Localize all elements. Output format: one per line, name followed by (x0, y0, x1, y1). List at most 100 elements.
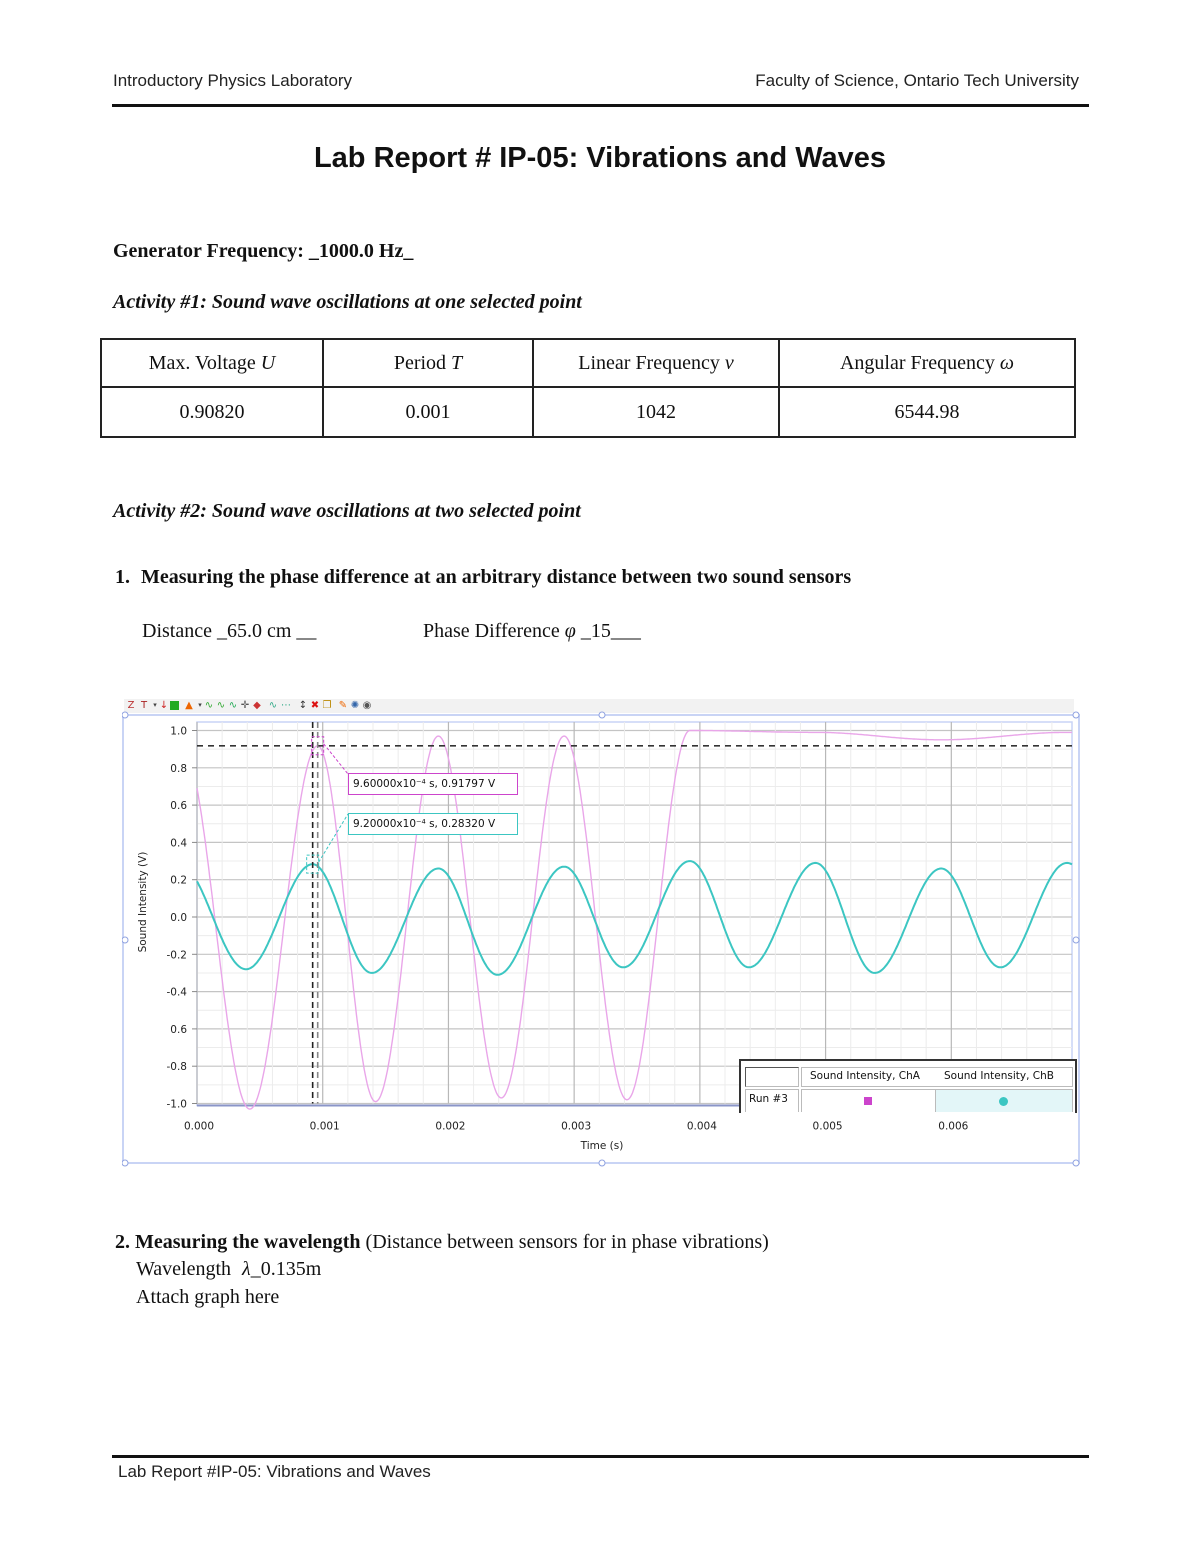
legend-run-label: Run #3 (749, 1093, 788, 1105)
area-icon[interactable]: ∿ (228, 700, 238, 711)
delete-icon[interactable]: ✖ (310, 700, 320, 711)
header-max-voltage: Max. Voltage U (100, 338, 324, 388)
svg-text:0.0: 0.0 (170, 912, 187, 924)
svg-text:0.003: 0.003 (561, 1121, 591, 1133)
phase-line: Phase Difference φ _15___ (423, 620, 641, 643)
crosshair-icon[interactable]: ✛ (240, 700, 250, 711)
square-marker-icon (864, 1097, 872, 1105)
header-text: Period (393, 351, 452, 374)
svg-text:0.005: 0.005 (813, 1121, 843, 1133)
line-fit-icon[interactable]: ⋯ (281, 700, 291, 711)
annotation-chb[interactable]: 9.20000x10⁻⁴ s, 0.28320 V (348, 813, 518, 835)
footer-text: Lab Report #IP-05: Vibrations and Waves (118, 1462, 431, 1481)
distance-value: _65.0 cm __ (216, 620, 317, 642)
graph-toolbar: Z T ▾ ↓ ▲ ▾ ∿ ∿ ∿ ✛ ◆ ∿ ⋯ ↕ ✖ ❐ ✎ ✺ ◉ (124, 699, 1074, 713)
header-linear-frequency: Linear Frequency v (532, 338, 780, 388)
cell-linear-frequency: 1042 (532, 386, 780, 438)
attach-graph-text: Attach graph here (136, 1286, 280, 1308)
generator-frequency-label: Generator Frequency: (113, 240, 304, 262)
svg-text:1.0: 1.0 (170, 726, 187, 738)
legend-corner-cell (745, 1067, 799, 1087)
item1-title: Measuring the phase difference at an arb… (141, 566, 852, 588)
svg-text:-1.0: -1.0 (167, 1099, 188, 1111)
slope-icon[interactable]: ∿ (216, 700, 226, 711)
svg-text:0.2: 0.2 (170, 875, 187, 887)
copy-icon[interactable]: ❐ (322, 700, 332, 711)
select-data-icon[interactable]: ↓ (159, 700, 169, 711)
item2-number: 2. (115, 1231, 130, 1253)
svg-text:0.6: 0.6 (170, 1024, 187, 1036)
header-left: Introductory Physics Laboratory (113, 71, 353, 90)
item2-subtitle: (Distance between sensors for in phase v… (365, 1231, 769, 1253)
dropdown-arrow-icon[interactable]: ▾ (153, 701, 157, 709)
header-text: Angular Frequency (839, 351, 1000, 374)
smart-tool-icon[interactable]: ∿ (204, 700, 214, 711)
distance-line: Distance _65.0 cm __ (142, 620, 316, 643)
wavelength-symbol: λ (242, 1258, 251, 1280)
legend-header-row: Sound Intensity, ChA Sound Intensity, Ch… (801, 1067, 1073, 1087)
svg-text:0.000: 0.000 (184, 1121, 214, 1133)
activity1-table: Max. Voltage U Period T Linear Frequency… (100, 338, 1076, 438)
phase-value: _15___ (580, 620, 641, 642)
wavelength-line: Wavelength λ_0.135m (136, 1258, 321, 1281)
legend-cha-swatch-cell[interactable] (801, 1089, 936, 1112)
sound-intensity-graph: 1.0 0.8 0.6 0.4 0.2 0.0 -0.2 -0.4 0.6 -0.8 -1.0 0.0… (121, 700, 1084, 1170)
wavelength-value: _0.135m (250, 1258, 322, 1280)
y-axis-label: Sound Intensity (V) (137, 851, 149, 953)
generator-frequency: Generator Frequency: _1000.0 Hz_ (113, 240, 413, 263)
header-right: Faculty of Science, Ontario Tech Univers… (755, 71, 1079, 90)
statistics-icon[interactable]: ◆ (253, 700, 261, 711)
item2-heading: 2. Measuring the wavelength (Distance be… (115, 1231, 769, 1254)
legend-chb-label: Sound Intensity, ChB (944, 1070, 1054, 1082)
legend-chb-swatch-cell[interactable] (935, 1089, 1073, 1112)
header-text: Max. Voltage (148, 351, 261, 374)
delta-tool-icon[interactable]: ↕ (298, 700, 308, 711)
data-table-icon[interactable] (170, 701, 179, 710)
activity2-heading: Activity #2: Sound wave oscillations at … (113, 500, 581, 522)
phase-symbol: φ (564, 620, 576, 642)
svg-text:-0.8: -0.8 (167, 1061, 188, 1073)
legend: Sound Intensity, ChA Sound Intensity, Ch… (739, 1059, 1077, 1113)
header-angular-frequency: Angular Frequency ω (778, 338, 1076, 388)
cell-max-voltage: 0.90820 (100, 386, 324, 438)
svg-text:-0.2: -0.2 (167, 949, 188, 961)
curve-fit-icon[interactable]: ∿ (268, 700, 278, 711)
header-symbol: v (724, 351, 734, 374)
wavelength-label: Wavelength (136, 1258, 232, 1280)
x-axis-label: Time (s) (580, 1140, 624, 1152)
activity1-heading: Activity #1: Sound wave oscillations at … (113, 291, 582, 313)
scale-to-fit-icon[interactable]: Z (127, 700, 135, 711)
legend-cha-label: Sound Intensity, ChA (810, 1070, 920, 1082)
item1-number: 1. (115, 566, 130, 588)
cell-angular-frequency: 6544.98 (778, 386, 1076, 438)
header-text: Linear Frequency (578, 351, 725, 374)
svg-text:0.006: 0.006 (938, 1121, 968, 1133)
settings-icon[interactable]: ✺ (350, 700, 360, 711)
header-symbol: ω (999, 351, 1015, 374)
series-chb-line (196, 860, 1073, 976)
footer-divider (112, 1455, 1089, 1458)
phase-label: Phase Difference (423, 620, 560, 642)
page-title: Lab Report # IP-05: Vibrations and Waves (313, 142, 887, 174)
svg-text:0.4: 0.4 (170, 837, 187, 849)
circle-marker-icon (999, 1097, 1008, 1106)
pin-icon[interactable]: ✎ (338, 700, 348, 711)
color-icon[interactable]: ▲ (185, 700, 193, 711)
svg-text:0.6: 0.6 (170, 800, 187, 812)
item1-heading: 1. Measuring the phase difference at an … (115, 566, 851, 589)
item2-title: Measuring the wavelength (135, 1231, 361, 1253)
header-symbol: U (260, 351, 276, 374)
svg-text:0.8: 0.8 (170, 763, 187, 775)
dropdown-arrow-icon[interactable]: ▾ (198, 701, 202, 709)
annotation-cha[interactable]: 9.60000x10⁻⁴ s, 0.91797 V (348, 773, 518, 795)
table-row: 0.90820 0.001 1042 6544.98 (100, 386, 1076, 438)
view-icon[interactable]: ◉ (362, 700, 372, 711)
add-annotation-icon[interactable]: T (140, 700, 148, 711)
header-symbol: T (451, 351, 463, 374)
svg-text:-0.4: -0.4 (167, 987, 188, 999)
svg-text:0.001: 0.001 (310, 1121, 340, 1133)
series-cha-line (196, 729, 1072, 1110)
distance-label: Distance (142, 620, 212, 642)
svg-text:0.002: 0.002 (435, 1121, 465, 1133)
legend-run-cell: Run #3 (745, 1089, 799, 1112)
